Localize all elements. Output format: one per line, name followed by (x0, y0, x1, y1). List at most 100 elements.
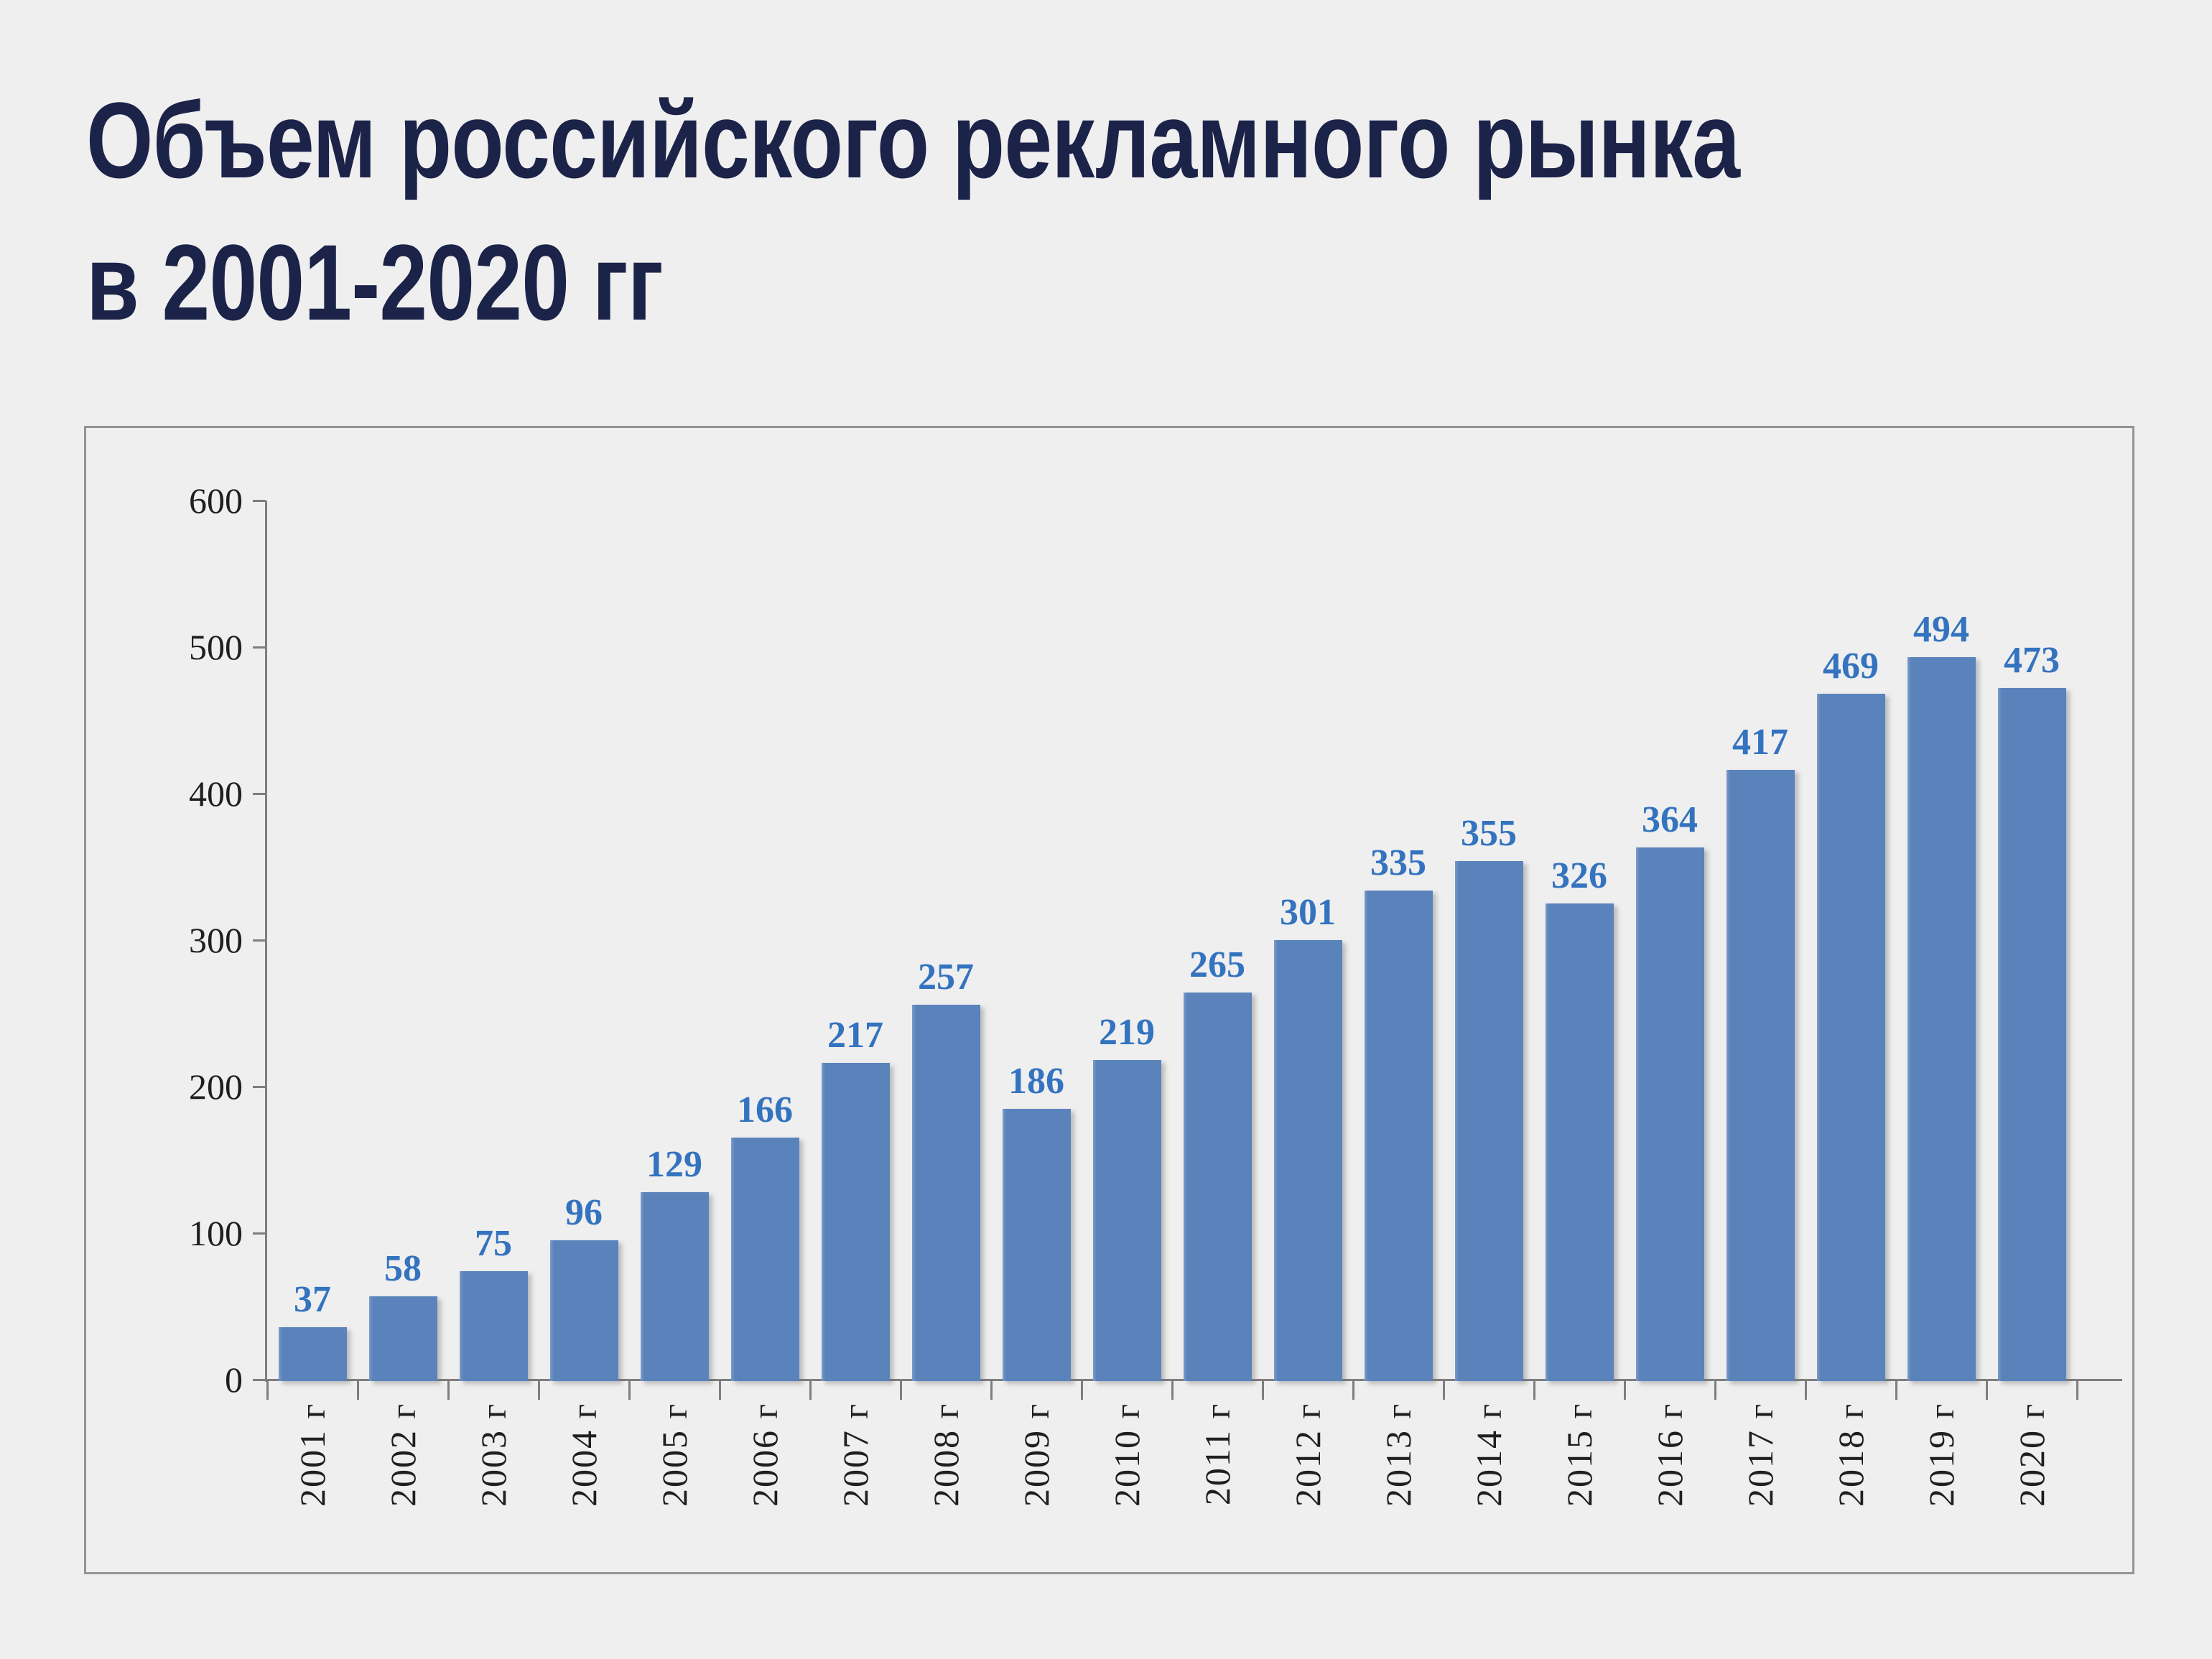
bar-value-label: 96 (565, 1192, 603, 1233)
chart-frame: 0 100 200 300 400 500 600 37 2001 г 58 2002 г 75 200… (84, 426, 2134, 1574)
x-axis-label: 2013 г (1353, 1403, 1444, 1507)
y-axis-tick-label: 100 (189, 1213, 243, 1253)
y-axis-tick-label: 0 (225, 1360, 243, 1400)
y-axis-tick (253, 1086, 266, 1088)
x-axis-label-text: 2012 г (1288, 1403, 1328, 1507)
x-axis-tick (447, 1381, 450, 1400)
x-axis-label-text: 2002 г (383, 1403, 423, 1507)
x-axis-label-text: 2005 г (654, 1403, 694, 1507)
y-axis-tick (253, 1232, 266, 1235)
x-axis-label: 2011 г (1172, 1403, 1263, 1505)
bar-2008 (911, 1005, 980, 1381)
x-axis-label-text: 2006 г (745, 1403, 785, 1507)
x-axis-label-text: 2019 г (1921, 1403, 1961, 1507)
page-title: Объем российского рекламного рынка в 200… (86, 69, 1740, 353)
x-axis-label: 2004 г (539, 1403, 629, 1507)
bar-value-label: 37 (294, 1279, 331, 1320)
x-axis-tick (1895, 1381, 1897, 1400)
x-axis-label: 2017 г (1715, 1403, 1806, 1507)
x-axis-tick (1352, 1381, 1354, 1400)
bar-2013 (1364, 891, 1433, 1381)
bar-2014 (1454, 861, 1523, 1381)
y-axis-line (265, 501, 267, 1382)
bar-2005 (640, 1192, 709, 1381)
x-axis-label-text: 2008 г (926, 1403, 966, 1507)
y-axis-tick (253, 500, 266, 502)
x-axis-label-text: 2014 г (1469, 1403, 1509, 1507)
y-axis-tick-label: 300 (189, 920, 243, 960)
x-axis-label: 2009 г (991, 1403, 1082, 1507)
x-axis-tick (628, 1381, 631, 1400)
x-axis-label-text: 2011 г (1197, 1403, 1237, 1506)
bar-value-label: 257 (918, 957, 974, 998)
bar-value-label: 58 (384, 1248, 422, 1289)
bar-value-label: 469 (1823, 646, 1879, 687)
y-axis-tick (253, 793, 266, 795)
bar-2012 (1273, 940, 1342, 1381)
y-axis-tick-label: 600 (189, 480, 243, 521)
x-axis-label: 2019 г (1896, 1403, 1986, 1507)
x-axis-label-text: 2016 г (1650, 1403, 1690, 1507)
x-axis-label: 2001 г (267, 1403, 358, 1507)
x-axis-tick (266, 1381, 269, 1400)
x-axis-tick (900, 1381, 902, 1400)
x-axis-tick (990, 1381, 993, 1400)
page-title-line2: в 2001-2020 гг (86, 222, 664, 343)
bar-2010 (1092, 1060, 1161, 1381)
bar-value-label: 335 (1370, 842, 1426, 883)
x-axis-label: 2005 г (629, 1403, 720, 1507)
bar-value-label: 166 (737, 1089, 793, 1130)
x-axis-label: 2018 г (1806, 1403, 1896, 1507)
x-axis-label: 2002 г (358, 1403, 448, 1507)
bar-2006 (730, 1138, 799, 1381)
bar-2019 (1907, 657, 1976, 1381)
x-axis-label: 2010 г (1082, 1403, 1172, 1507)
bar-2017 (1726, 770, 1795, 1381)
bar-value-label: 417 (1732, 722, 1788, 763)
x-axis-tick (1533, 1381, 1535, 1400)
bar-value-label: 301 (1280, 892, 1336, 933)
bar-value-label: 473 (2004, 640, 2060, 681)
x-axis-label-text: 2017 г (1740, 1403, 1780, 1507)
plot-area: 0 100 200 300 400 500 600 37 2001 г 58 2002 г 75 200… (86, 428, 2132, 1572)
y-axis-tick (253, 646, 266, 649)
x-axis-tick (1805, 1381, 1807, 1400)
x-axis-tick (1986, 1381, 1988, 1400)
bar-value-label: 364 (1642, 799, 1698, 840)
bar-value-label: 219 (1099, 1012, 1155, 1053)
bar-2003 (459, 1271, 528, 1381)
bar-2018 (1816, 694, 1885, 1381)
bar-2002 (368, 1296, 437, 1381)
x-axis-label: 2020 г (1986, 1403, 2077, 1507)
x-axis-label-text: 2001 г (292, 1403, 333, 1507)
page-title-line1: Объем российского рекламного рынка (86, 80, 1740, 200)
bar-2016 (1635, 847, 1704, 1381)
x-axis-tick (1443, 1381, 1445, 1400)
x-axis-label-text: 2013 г (1378, 1403, 1418, 1507)
bar-value-label: 494 (1913, 609, 1969, 650)
y-axis-tick-label: 500 (189, 627, 243, 667)
y-axis-tick-label: 200 (189, 1066, 243, 1107)
x-axis-label: 2015 г (1534, 1403, 1625, 1507)
x-axis-label: 2012 г (1263, 1403, 1353, 1507)
x-axis-label-text: 2010 г (1107, 1403, 1147, 1507)
x-axis-label: 2006 г (720, 1403, 810, 1507)
x-axis-label-text: 2009 г (1016, 1403, 1056, 1507)
x-axis-label: 2014 г (1444, 1403, 1534, 1507)
y-axis-tick-label: 400 (189, 773, 243, 814)
x-axis-label: 2008 г (901, 1403, 991, 1507)
bar-2007 (821, 1063, 890, 1381)
bar-value-label: 186 (1008, 1061, 1064, 1102)
bar-2011 (1183, 993, 1252, 1381)
x-axis-tick (1081, 1381, 1083, 1400)
x-axis-tick (1171, 1381, 1174, 1400)
x-axis-label-text: 2003 г (473, 1403, 514, 1507)
bar-value-label: 129 (646, 1144, 702, 1185)
x-axis-tick (1624, 1381, 1626, 1400)
x-axis-tick (2076, 1381, 2078, 1400)
x-axis-label-text: 2007 г (835, 1403, 875, 1507)
bar-value-label: 265 (1189, 944, 1245, 985)
bar-value-label: 355 (1461, 813, 1517, 854)
x-axis-label: 2003 г (448, 1403, 539, 1507)
